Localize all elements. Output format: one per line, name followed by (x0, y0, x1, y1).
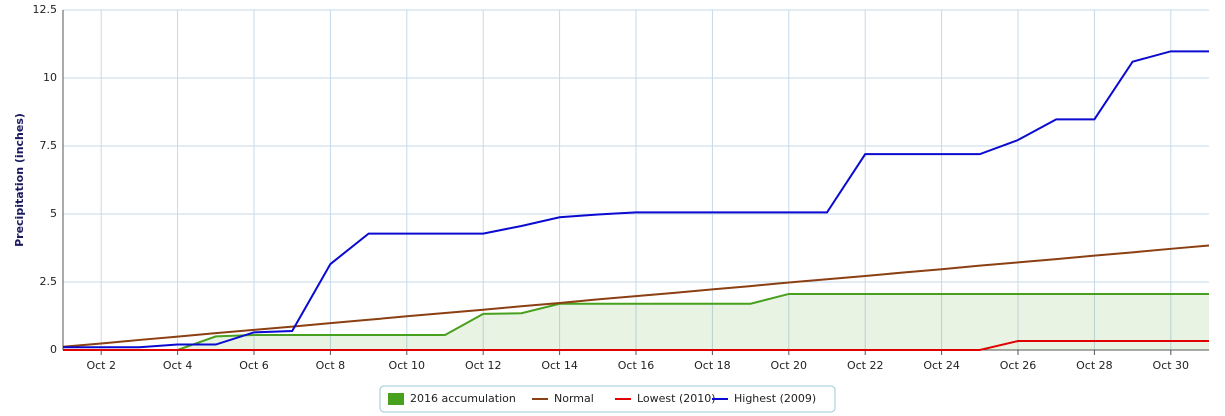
series-line (63, 292, 1209, 351)
x-tick-label: Oct 8 (316, 359, 346, 372)
x-tick-label: Oct 20 (771, 359, 808, 372)
x-tick-label: Oct 10 (389, 359, 426, 372)
x-tick-label: Oct 12 (465, 359, 502, 372)
y-tick-label: 2.5 (40, 275, 58, 288)
y-tick-label: 0 (50, 343, 57, 356)
x-tick-label: Oct 24 (923, 359, 960, 372)
x-tick-label: Oct 22 (847, 359, 884, 372)
series-line (63, 340, 1209, 351)
x-tick-label: Oct 14 (541, 359, 578, 372)
x-tick-label: Oct 28 (1076, 359, 1113, 372)
x-tick-label: Oct 6 (239, 359, 269, 372)
legend-label: Highest (2009) (734, 392, 816, 405)
y-tick-label: 12.5 (33, 3, 58, 16)
y-axis-label: Precipitation (inches) (13, 113, 26, 247)
legend-swatch (388, 393, 404, 405)
legend-box (379, 385, 836, 413)
x-tick-label: Oct 4 (163, 359, 193, 372)
x-tick-label: Oct 16 (618, 359, 655, 372)
x-tick-label: Oct 26 (1000, 359, 1037, 372)
x-tick-label: Oct 30 (1153, 359, 1190, 372)
x-tick-label: Oct 18 (694, 359, 731, 372)
legend-label: Normal (554, 392, 594, 405)
legend-label: Lowest (2010) (637, 392, 716, 405)
series-line (62, 244, 1210, 348)
y-tick-label: 5 (50, 207, 57, 220)
legend-label: 2016 accumulation (410, 392, 516, 405)
y-tick-label: 7.5 (40, 139, 58, 152)
series-line (63, 50, 1209, 349)
x-tick-label: Oct 2 (86, 359, 116, 372)
y-tick-label: 10 (43, 71, 57, 84)
